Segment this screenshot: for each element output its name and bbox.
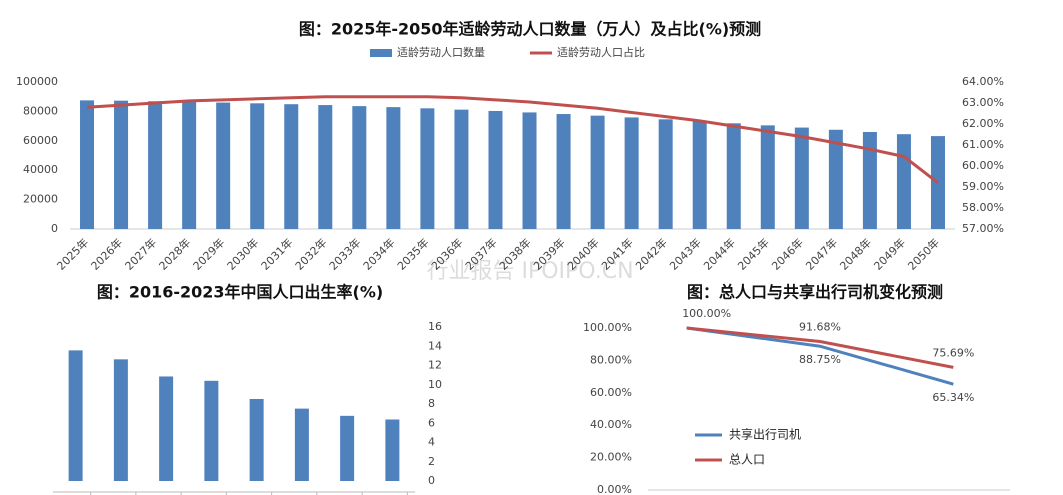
x-tick-label: 2029年 xyxy=(190,235,227,272)
bar xyxy=(386,107,401,229)
x-tick-label: 2030年 xyxy=(224,235,261,272)
bar xyxy=(556,114,571,229)
bar xyxy=(80,100,95,229)
bar xyxy=(896,134,911,229)
bar xyxy=(204,380,219,481)
legend-label: 适龄劳动人口占比 xyxy=(557,45,645,59)
x-tick-label: 2048年 xyxy=(837,235,874,272)
data-label: 75.69% xyxy=(932,346,974,359)
x-tick-label: 2044年 xyxy=(701,235,738,272)
line xyxy=(86,95,939,184)
bar xyxy=(159,376,174,481)
x-tick-label: 2046年 xyxy=(769,235,806,272)
x-tick-label: 2049年 xyxy=(871,235,908,272)
line xyxy=(686,326,954,386)
x-tick-label: 2028年 xyxy=(156,235,193,272)
data-label: 91.68% xyxy=(799,320,841,333)
y-tick-label: 0 xyxy=(428,474,435,487)
y-tick-label: 14 xyxy=(428,339,442,352)
legend-swatch xyxy=(370,49,392,57)
y-tick-label: 40.00% xyxy=(590,418,632,431)
y-tick-label: 100000 xyxy=(16,75,58,88)
bar xyxy=(522,112,537,229)
y-tick-label: 80.00% xyxy=(590,353,632,366)
y-tick-label: 40000 xyxy=(23,163,58,176)
y-tick-label: 0.00% xyxy=(597,483,632,495)
y-tick-label: 59.00% xyxy=(962,180,1004,193)
x-tick-label: 2050年 xyxy=(905,235,942,272)
bar xyxy=(590,115,605,229)
y-tick-label: 2 xyxy=(428,455,435,468)
bar xyxy=(216,102,231,229)
bar xyxy=(114,100,129,229)
y-tick-label: 61.00% xyxy=(962,138,1004,151)
x-tick-label: 2034年 xyxy=(360,235,397,272)
x-tick-label: 2032年 xyxy=(292,235,329,272)
y-tick-label: 60.00% xyxy=(962,159,1004,172)
bar xyxy=(454,109,469,229)
data-label: 100.00% xyxy=(682,307,731,320)
bar xyxy=(249,398,264,481)
y-tick-label: 64.00% xyxy=(962,75,1004,88)
bar xyxy=(284,104,299,229)
x-tick-label: 2031年 xyxy=(258,235,295,272)
y-tick-label: 20000 xyxy=(23,193,58,206)
y-tick-label: 4 xyxy=(428,436,435,449)
bar xyxy=(182,101,197,229)
y-tick-label: 12 xyxy=(428,359,442,372)
bar xyxy=(794,127,809,229)
y-tick-label: 6 xyxy=(428,416,435,429)
x-tick-label: 2045年 xyxy=(735,235,772,272)
x-tick-label: 2027年 xyxy=(122,235,159,272)
y-tick-label: 57.00% xyxy=(962,222,1004,235)
chart-title: 图：总人口与共享出行司机变化预测 xyxy=(687,283,943,302)
x-tick-label: 2025年 xyxy=(54,235,91,272)
y-tick-label: 8 xyxy=(428,397,435,410)
bar xyxy=(294,408,309,481)
legend-label: 共享出行司机 xyxy=(729,427,801,442)
legend-label: 总人口 xyxy=(729,453,765,467)
x-tick-label: 2042年 xyxy=(632,235,669,272)
bar xyxy=(250,103,265,229)
bar xyxy=(828,129,843,229)
line xyxy=(686,326,954,369)
bar xyxy=(760,125,775,229)
bar xyxy=(692,121,707,229)
y-tick-label: 16 xyxy=(428,320,442,333)
data-label: 65.34% xyxy=(932,391,974,404)
bar xyxy=(658,119,673,229)
x-tick-label: 2047年 xyxy=(803,235,840,272)
bar xyxy=(385,419,400,481)
bar xyxy=(340,415,355,481)
bar xyxy=(352,106,367,229)
data-label: 88.75% xyxy=(799,353,841,366)
bar xyxy=(726,123,741,229)
bar xyxy=(113,359,128,481)
y-tick-label: 80000 xyxy=(23,104,58,117)
chart-title: 图：2025年-2050年适龄劳动人口数量（万人）及占比(%)预测 xyxy=(299,20,761,39)
bar xyxy=(318,105,333,229)
watermark: 行业报告 IPOIPO.CN xyxy=(426,259,633,284)
y-tick-label: 63.00% xyxy=(962,96,1004,109)
x-tick-label: 2033年 xyxy=(326,235,363,272)
y-tick-label: 58.00% xyxy=(962,201,1004,214)
bar xyxy=(420,108,435,229)
x-tick-label: 2026年 xyxy=(88,235,125,272)
y-tick-label: 62.00% xyxy=(962,117,1004,130)
y-tick-label: 100.00% xyxy=(583,321,632,334)
y-tick-label: 0 xyxy=(51,222,58,235)
bar xyxy=(148,101,163,229)
y-tick-label: 10 xyxy=(428,378,442,391)
y-tick-label: 20.00% xyxy=(590,451,632,464)
y-tick-label: 60.00% xyxy=(590,386,632,399)
y-tick-label: 60000 xyxy=(23,134,58,147)
bar xyxy=(68,350,83,481)
x-tick-label: 2043年 xyxy=(666,235,703,272)
chart-title: 图：2016-2023年中国人口出生率(%) xyxy=(97,283,383,302)
bar xyxy=(624,117,639,229)
legend-label: 适龄劳动人口数量 xyxy=(397,45,485,59)
bar xyxy=(862,131,877,229)
bar xyxy=(488,110,503,229)
